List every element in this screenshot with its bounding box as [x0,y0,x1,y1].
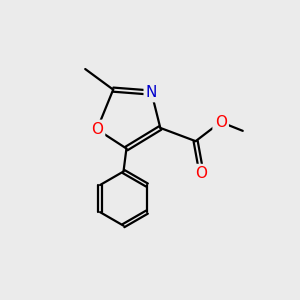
Text: O: O [215,115,227,130]
Text: O: O [196,166,208,181]
Text: O: O [91,122,103,137]
Text: N: N [146,85,157,100]
